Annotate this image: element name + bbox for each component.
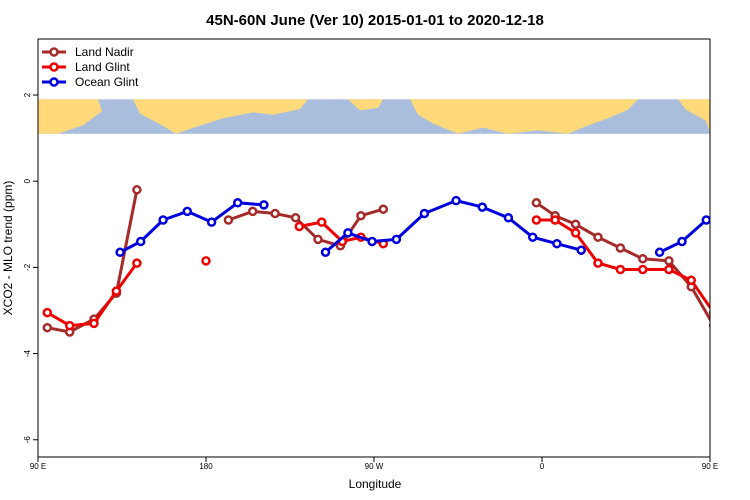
legend-label: Land Nadir <box>75 45 134 59</box>
x-tick-label: 90 E <box>702 462 718 471</box>
data-point-ocean-glint <box>343 228 353 238</box>
data-point-land-glint <box>42 307 53 318</box>
data-point-land-nadir <box>290 213 301 223</box>
data-point-ocean-glint <box>552 238 562 249</box>
data-point-land-nadir <box>638 254 648 264</box>
data-point-ocean-glint <box>115 247 125 258</box>
x-axis-label: Longitude <box>349 477 402 491</box>
chart-title: 45N-60N June (Ver 10) 2015-01-01 to 2020… <box>206 12 544 29</box>
data-point-land-glint <box>615 264 626 275</box>
data-point-ocean-glint <box>576 245 586 255</box>
data-point-ocean-glint <box>419 208 430 219</box>
data-point-ocean-glint <box>259 200 269 210</box>
map-land-4 <box>410 99 638 134</box>
data-point-land-nadir <box>247 206 258 217</box>
data-point-land-nadir <box>223 215 234 225</box>
data-point-land-nadir <box>664 256 674 266</box>
data-point-ocean-glint <box>158 215 168 225</box>
data-point-land-nadir <box>593 232 603 242</box>
y-axis-label: XCO2 - MLO trend (ppm) <box>1 181 15 316</box>
data-point-land-nadir <box>356 210 366 221</box>
legend-label: Land Glint <box>75 60 130 74</box>
data-point-ocean-glint <box>677 236 687 247</box>
x-tick-label: 90 W <box>365 462 384 471</box>
data-point-land-glint <box>664 264 674 275</box>
data-point-land-glint <box>201 256 211 266</box>
x-axis: 90 E 180 90 W 0 90 E <box>30 457 718 471</box>
x-tick-label: 0 <box>540 462 545 471</box>
data-point-land-glint <box>132 258 142 268</box>
data-point-land-glint <box>89 318 99 329</box>
data-point-land-glint <box>316 217 327 227</box>
data-point-ocean-glint <box>451 195 461 206</box>
data-point-land-glint <box>593 258 603 268</box>
data-point-land-glint <box>550 215 560 225</box>
data-point-ocean-glint <box>503 213 514 223</box>
data-point-ocean-glint <box>206 217 217 227</box>
x-tick-label: 180 <box>199 462 213 471</box>
series-land-glint <box>42 215 710 331</box>
legend-swatch-marker <box>49 62 59 72</box>
data-point-land-nadir <box>570 219 581 230</box>
data-point-land-nadir <box>313 234 323 245</box>
data-point-ocean-glint <box>654 247 665 258</box>
data-point-ocean-glint <box>232 198 243 208</box>
data-point-land-glint <box>638 264 648 275</box>
data-point-ocean-glint <box>182 206 193 217</box>
legend-swatch-marker <box>49 47 59 57</box>
legend-swatch-marker <box>49 77 59 87</box>
data-point-ocean-glint <box>367 236 377 247</box>
data-point-land-glint <box>64 320 75 331</box>
legend-label: Ocean Glint <box>75 75 139 89</box>
data-point-ocean-glint <box>135 236 146 247</box>
y-axis: 2 0 -2 -4 -6 <box>23 92 38 443</box>
data-point-land-nadir <box>615 243 626 253</box>
legend-item-land-nadir: Land Nadir <box>42 45 134 59</box>
data-point-ocean-glint <box>527 232 538 242</box>
x-tick-label: 90 E <box>30 462 46 471</box>
data-point-ocean-glint <box>701 215 710 225</box>
y-tick-label: -4 <box>23 349 32 357</box>
data-point-land-glint <box>570 228 581 238</box>
data-point-land-nadir <box>132 185 142 195</box>
data-point-land-nadir <box>42 322 53 333</box>
data-point-land-nadir <box>531 198 542 208</box>
map-land-5 <box>678 99 710 134</box>
data-point-ocean-glint <box>477 202 488 212</box>
legend-item-land-glint: Land Glint <box>42 60 130 74</box>
world-map-strip <box>38 99 710 134</box>
data-point-land-glint <box>686 275 697 286</box>
data-point-land-glint <box>531 215 542 225</box>
map-land-1 <box>38 99 102 134</box>
data-point-land-glint <box>111 286 122 296</box>
data-point-ocean-glint <box>391 234 402 245</box>
y-tick-label: -6 <box>23 436 32 444</box>
y-tick-label: 2 <box>23 92 32 97</box>
data-point-land-nadir <box>270 208 280 219</box>
map-land-3 <box>348 99 383 111</box>
data-point-ocean-glint <box>320 247 331 258</box>
y-tick-label: -2 <box>23 263 32 271</box>
map-land-2 <box>133 99 308 134</box>
legend-item-ocean-glint: Ocean Glint <box>42 75 139 89</box>
series-ocean-glint <box>115 195 710 258</box>
data-point-land-glint <box>294 221 305 232</box>
y-tick-label: 0 <box>23 178 32 183</box>
data-point-land-nadir <box>378 204 389 214</box>
